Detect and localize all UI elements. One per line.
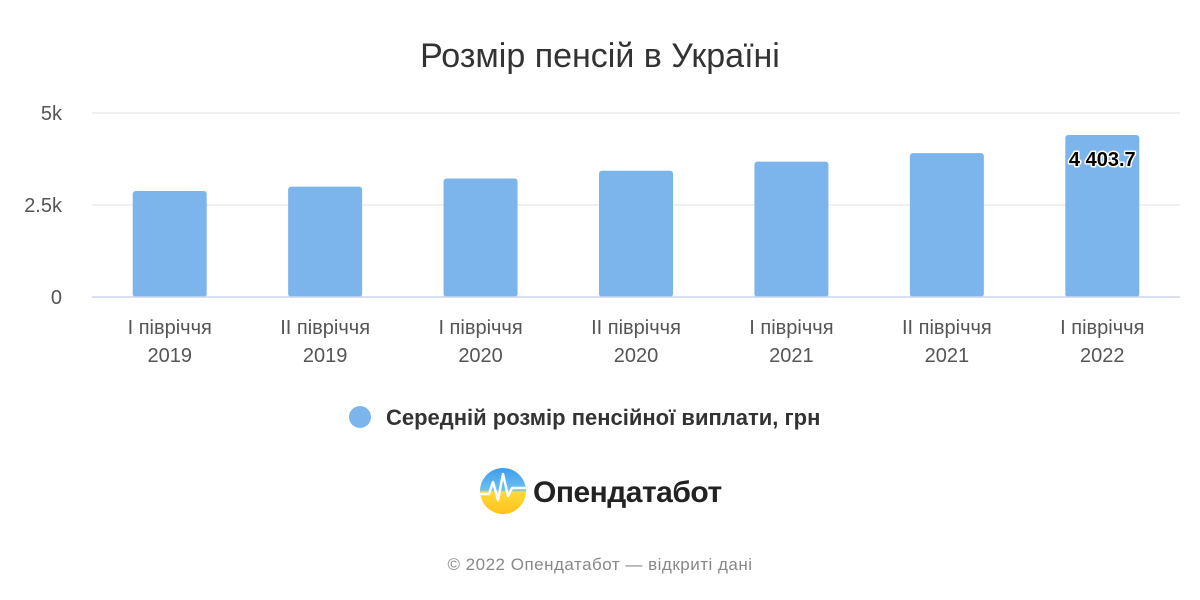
- data-label: 4 403.7: [1069, 149, 1136, 171]
- x-tick-label: I півріччя: [749, 317, 833, 339]
- bars: [132, 134, 1140, 297]
- x-tick-label: 2019: [303, 345, 348, 367]
- y-tick-label: 0: [51, 287, 62, 309]
- x-tick-label: 2019: [147, 345, 192, 367]
- footer-credit: © 2022 Опендатабот — відкриті дані: [447, 555, 752, 574]
- legend-label: Середній розмір пенсійної виплати, грн: [386, 405, 820, 430]
- bar[interactable]: [288, 186, 363, 297]
- brand-name: Опендатабот: [533, 476, 722, 509]
- legend-swatch-icon: [349, 406, 371, 428]
- y-tick-label: 5k: [41, 103, 63, 125]
- x-tick-label: I півріччя: [1060, 317, 1144, 339]
- x-tick-label: 2022: [1080, 345, 1125, 367]
- x-tick-label: 2020: [614, 345, 659, 367]
- bar[interactable]: [443, 178, 518, 297]
- y-axis: 0 2.5k 5k: [24, 103, 63, 309]
- bar[interactable]: [1065, 134, 1140, 297]
- bar[interactable]: [754, 161, 829, 297]
- brand-logo: Опендатабот: [479, 468, 722, 514]
- bar[interactable]: [599, 170, 673, 297]
- data-labels: 4 403.7: [1067, 147, 1137, 172]
- x-tick-label: I півріччя: [438, 317, 522, 339]
- logo-pulse-icon: [479, 472, 527, 502]
- bar[interactable]: [132, 190, 207, 297]
- y-tick-label: 2.5k: [24, 195, 63, 217]
- x-tick-label: I півріччя: [128, 317, 212, 339]
- x-axis: I півріччя 2019 II півріччя 2019 I півріччя 2…: [128, 317, 1145, 367]
- bar[interactable]: [909, 153, 984, 297]
- chart-title: Розмір пенсій в Україні: [420, 37, 780, 75]
- x-tick-label: 2021: [925, 345, 970, 367]
- x-tick-label: II півріччя: [280, 317, 370, 339]
- x-tick-label: II півріччя: [591, 317, 681, 339]
- x-tick-label: 2021: [769, 345, 814, 367]
- x-tick-label: II півріччя: [902, 317, 992, 339]
- logo-circle-icon: [480, 468, 526, 514]
- x-tick-label: 2020: [458, 345, 503, 367]
- legend[interactable]: Середній розмір пенсійної виплати, грн: [349, 405, 820, 430]
